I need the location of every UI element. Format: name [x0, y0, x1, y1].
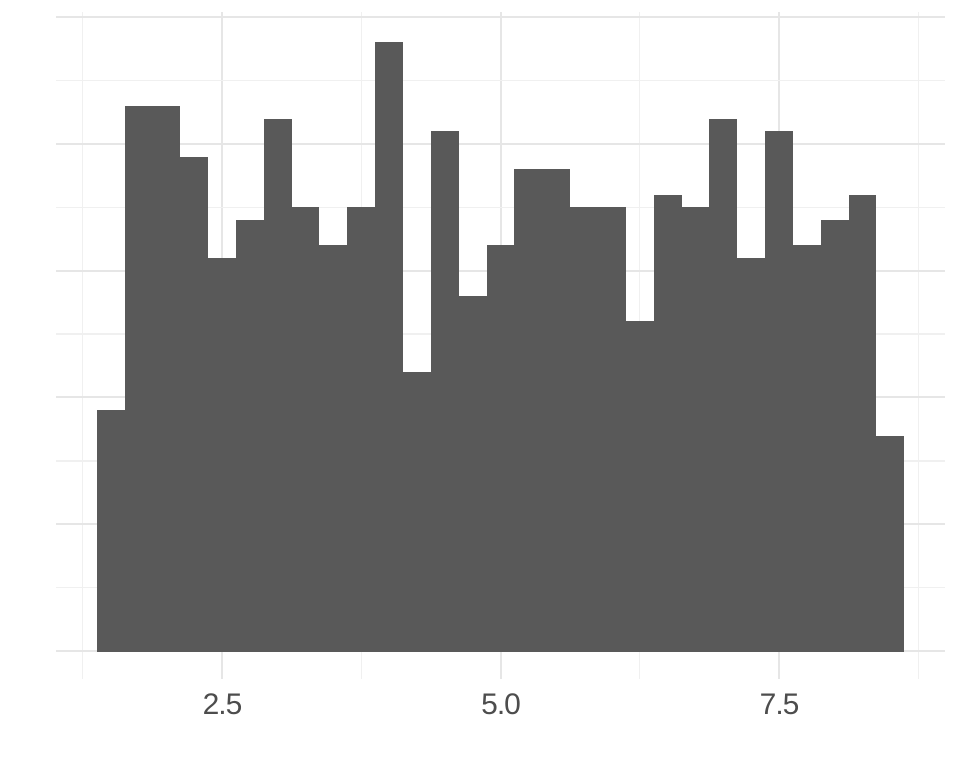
x-minor-gridline	[917, 12, 919, 679]
histogram-bar	[849, 195, 876, 652]
histogram-bar	[431, 131, 459, 652]
histogram-bar	[709, 119, 737, 652]
histogram-bar	[292, 207, 319, 652]
histogram-bar	[180, 157, 208, 652]
histogram-bar	[598, 207, 626, 652]
histogram-bar	[570, 207, 598, 652]
histogram-bar	[125, 106, 152, 652]
histogram-bar	[375, 42, 403, 652]
histogram-bar	[459, 296, 487, 652]
histogram-bar	[793, 245, 821, 652]
histogram-bar	[821, 220, 849, 652]
y-major-gridline	[56, 16, 945, 19]
x-tick-label: 5.0	[481, 688, 521, 721]
histogram-bar	[876, 436, 904, 652]
histogram-bar	[152, 106, 180, 652]
histogram-bar	[626, 321, 654, 652]
histogram-bar	[403, 372, 431, 652]
histogram-bar	[654, 195, 682, 652]
histogram-bar	[97, 410, 125, 652]
histogram-bar	[264, 119, 292, 652]
histogram-bar	[514, 169, 542, 652]
x-tick-label: 2.5	[202, 688, 243, 721]
histogram-bar	[765, 131, 793, 652]
y-minor-gridline	[56, 79, 945, 82]
histogram-bar	[737, 258, 765, 652]
x-minor-gridline	[82, 12, 84, 679]
histogram-bar	[347, 207, 375, 652]
x-tick-label: 7.5	[759, 688, 800, 721]
histogram-bar	[682, 207, 709, 652]
histogram-bar	[236, 220, 264, 652]
histogram-bar	[319, 245, 347, 652]
histogram-bar	[542, 169, 570, 652]
histogram-bar	[487, 245, 514, 652]
y-minor-gridline	[56, 206, 945, 208]
y-major-gridline	[56, 142, 945, 145]
histogram-bar	[208, 258, 236, 652]
